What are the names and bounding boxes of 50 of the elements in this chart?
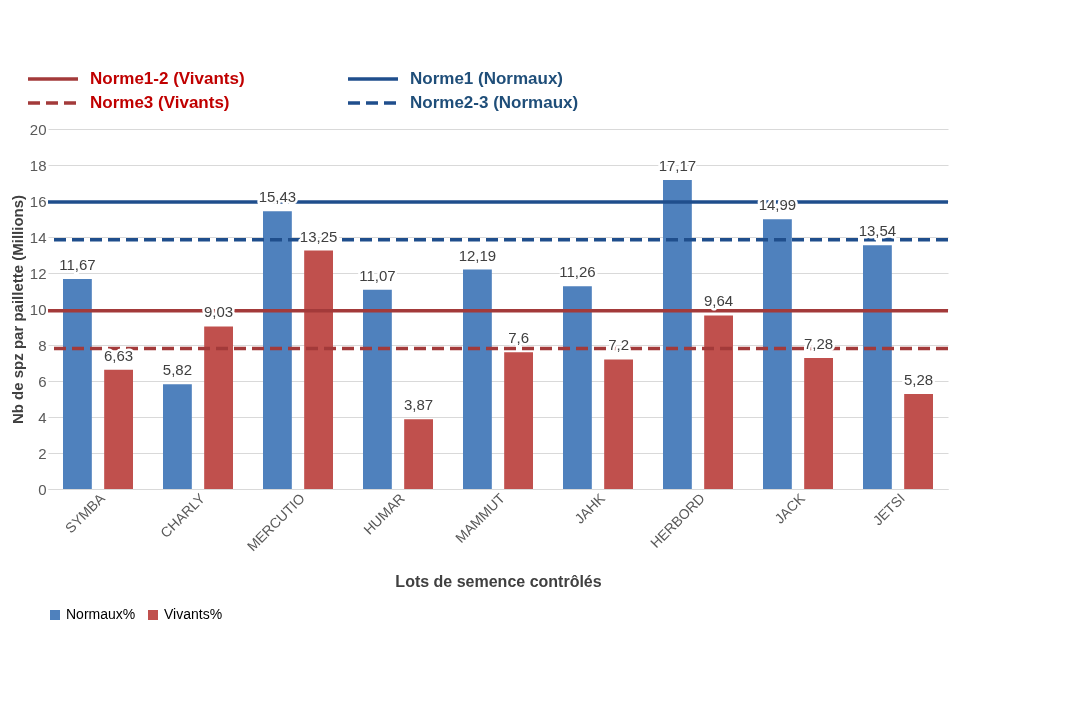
bar	[863, 245, 892, 489]
bar	[304, 250, 333, 489]
legend-label: Norme1 (Normaux)	[410, 69, 564, 88]
data-label: 5,82	[162, 361, 193, 379]
bar	[263, 211, 292, 489]
y-axis-title: Nb de spz par paillette (Millions)	[8, 194, 26, 425]
bar	[704, 315, 733, 489]
y-tick-label: 4	[38, 408, 47, 426]
data-label: 11,67	[59, 255, 96, 273]
data-label: 12,19	[458, 246, 497, 264]
data-label: 11,07	[359, 266, 396, 284]
bar	[204, 326, 233, 489]
data-label: 17,17	[658, 156, 697, 174]
legend-label: Norme3 (Vivants)	[90, 93, 230, 112]
data-label: 9,64	[703, 292, 734, 310]
y-tick-label: 0	[38, 480, 47, 498]
bar	[663, 179, 692, 489]
bar	[463, 269, 492, 489]
data-label: 11,26	[559, 263, 596, 281]
data-label: 7,28	[803, 334, 834, 352]
data-label: 6,63	[103, 346, 134, 364]
y-tick-label: 10	[29, 300, 47, 318]
legend-label: Norme1-2 (Vivants)	[90, 69, 245, 88]
bar	[104, 369, 133, 489]
data-label: 13,54	[858, 222, 897, 240]
y-tick-label: 14	[29, 228, 47, 246]
bar	[404, 419, 433, 489]
data-label: 5,28	[903, 370, 934, 388]
legend-label: Normaux%	[66, 606, 136, 622]
bar	[504, 352, 533, 489]
y-tick-label: 6	[38, 372, 47, 390]
bar	[163, 384, 192, 489]
bar	[804, 357, 833, 489]
bar	[63, 278, 92, 489]
bar	[363, 289, 392, 489]
y-tick-label: 8	[38, 336, 47, 354]
data-label: 7,6	[508, 329, 530, 347]
bar	[604, 359, 633, 489]
bar	[763, 219, 792, 489]
y-tick-label: 20	[29, 120, 47, 138]
bar	[904, 393, 933, 489]
y-tick-label: 16	[29, 192, 47, 210]
data-label: 3,87	[403, 396, 434, 414]
legend-label: Vivants%	[164, 606, 223, 622]
y-tick-label: 12	[29, 264, 47, 282]
legend-label: Norme2-3 (Normaux)	[410, 93, 579, 112]
bar	[563, 286, 592, 489]
y-tick-label: 2	[38, 444, 47, 462]
y-tick-label: 18	[29, 156, 47, 174]
x-axis-title: Lots de semence contrôlés	[395, 573, 602, 591]
